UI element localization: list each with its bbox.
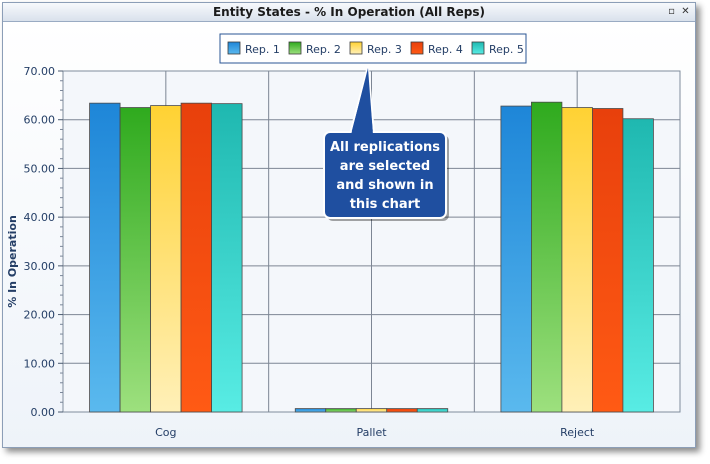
bar-chart: 0.00 10.00 20.00 30.00 40.00 50.00 60.00 70.00 C…: [6, 33, 681, 439]
callout-pointer-fill: [351, 68, 373, 135]
pin-icon[interactable]: ▫: [668, 6, 675, 17]
bar-rep-4-reject[interactable]: [592, 108, 624, 413]
callout-text-line: and shown in: [336, 178, 433, 193]
bar-rep-3-reject[interactable]: [561, 107, 593, 413]
bar-rep-2-cog[interactable]: [119, 107, 151, 413]
callout-box: [323, 131, 447, 219]
legend-swatch[interactable]: [227, 41, 241, 55]
bar-rep-5-reject[interactable]: [622, 118, 654, 413]
y-tick-label: 70.00: [24, 65, 56, 78]
y-tick-label: 60.00: [24, 114, 56, 127]
callout-text-line: are selected: [340, 159, 430, 174]
legend-label[interactable]: Rep. 5: [489, 43, 524, 56]
bar-rep-4-pallet[interactable]: [386, 408, 418, 413]
x-tick-label: Cog: [155, 426, 176, 439]
y-tick-label: 20.00: [24, 309, 56, 322]
legend-label[interactable]: Rep. 4: [428, 43, 463, 56]
legend-label[interactable]: Rep. 2: [306, 43, 341, 56]
legend-swatch[interactable]: [471, 41, 485, 55]
chart-area: 0.00 10.00 20.00 30.00 40.00 50.00 60.00 70.00 C…: [3, 22, 695, 447]
bar-rep-2-pallet[interactable]: [325, 408, 357, 413]
y-tick-label: 50.00: [24, 162, 56, 175]
y-tick-label: 30.00: [24, 260, 56, 273]
legend-swatch[interactable]: [288, 41, 302, 55]
bar-rep-3-cog[interactable]: [150, 105, 182, 413]
y-tick-label: 0.00: [31, 406, 56, 419]
y-tick-label: 10.00: [24, 357, 56, 370]
bar-rep-1-cog[interactable]: [89, 102, 121, 413]
x-tick-label: Pallet: [356, 426, 387, 439]
title-bar: Entity States - % In Operation (All Reps…: [3, 3, 695, 22]
y-tick-label: 40.00: [24, 211, 56, 224]
bar-rep-5-cog[interactable]: [211, 103, 243, 413]
y-axis-label: % In Operation: [6, 215, 19, 308]
callout-text-line: All replications: [330, 140, 440, 155]
bar-rep-3-pallet[interactable]: [355, 408, 388, 413]
bar-rep-2-reject[interactable]: [531, 101, 563, 413]
close-icon[interactable]: ✕: [681, 6, 690, 17]
bar-rep-4-cog[interactable]: [180, 102, 212, 413]
legend-swatch[interactable]: [410, 41, 424, 55]
bar-rep-1-pallet[interactable]: [294, 408, 327, 413]
x-tick-label: Reject: [560, 426, 595, 439]
legend-label[interactable]: Rep. 3: [367, 43, 402, 56]
callout-text-line: this chart: [350, 197, 421, 212]
legend-label[interactable]: Rep. 1: [245, 43, 280, 56]
chart-window: Entity States - % In Operation (All Reps…: [2, 2, 696, 448]
window-title: Entity States - % In Operation (All Reps…: [212, 5, 486, 19]
bar-rep-1-reject[interactable]: [500, 105, 532, 413]
bar-rep-5-pallet[interactable]: [416, 408, 449, 413]
legend-swatch[interactable]: [349, 41, 363, 55]
